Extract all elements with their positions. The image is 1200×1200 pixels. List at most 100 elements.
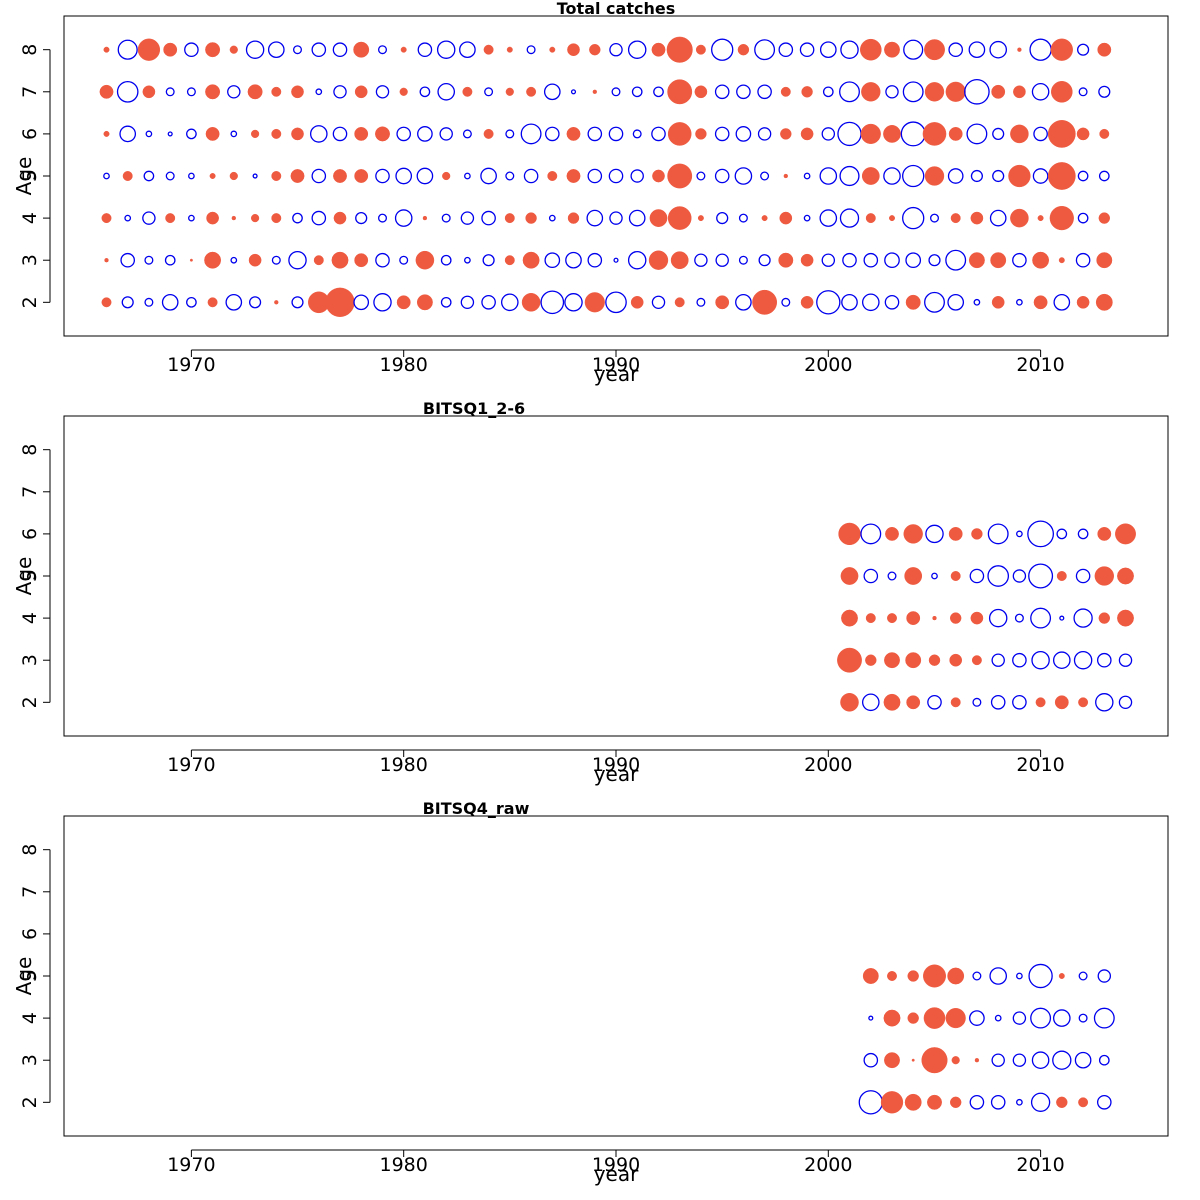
bubble-negative: [821, 253, 836, 267]
bubble-negative: [972, 971, 982, 981]
bubble-negative: [245, 40, 265, 59]
bubble-positive: [290, 169, 305, 183]
bubble-negative: [230, 256, 238, 264]
bubble-positive: [122, 171, 133, 181]
bubble-negative: [1098, 85, 1111, 98]
bubble-positive: [648, 250, 669, 270]
bubble-positive: [1097, 42, 1112, 57]
bubble-negative: [842, 252, 857, 268]
bubble-negative: [440, 296, 452, 308]
bubble-negative: [608, 168, 624, 184]
bubble-negative: [735, 126, 752, 142]
x-tick-label: 1970: [167, 354, 215, 376]
bubble-positive: [907, 1012, 919, 1024]
bubble-negative: [311, 168, 327, 184]
bubble-negative: [1052, 1050, 1072, 1070]
bubble-negative: [1030, 1092, 1051, 1112]
bubble-negative: [587, 126, 603, 142]
bubble-positive: [1096, 252, 1113, 269]
bubble-negative: [1012, 1053, 1027, 1067]
bubble-positive: [422, 215, 428, 221]
bubble-positive: [652, 169, 665, 183]
bubble-negative: [927, 694, 942, 710]
bubble-positive: [505, 87, 514, 96]
bubble-negative: [1078, 87, 1088, 97]
bubble-positive: [950, 612, 962, 624]
bubble-negative: [841, 293, 858, 311]
bubble-positive: [331, 251, 349, 269]
bubble-positive: [1050, 38, 1073, 61]
bubble-negative: [523, 168, 539, 184]
bubble-negative: [1073, 608, 1093, 628]
bubble-negative: [990, 694, 1006, 710]
bubble-positive: [905, 294, 921, 310]
bubble-positive: [904, 1093, 922, 1111]
bubble-positive: [165, 213, 176, 224]
bubble-positive: [968, 252, 985, 269]
bubble-positive: [667, 79, 693, 105]
bubble-positive: [889, 215, 895, 222]
bubble-positive: [1056, 571, 1067, 581]
bubble-positive: [396, 295, 411, 310]
bubble-negative: [969, 1010, 985, 1026]
panel-title: Total catches: [557, 0, 675, 18]
x-tick-label: 1970: [167, 1154, 215, 1176]
bubble-negative: [167, 131, 173, 137]
bubble-negative: [1030, 607, 1052, 629]
bubble-negative: [482, 254, 495, 267]
bubble-negative: [947, 168, 964, 184]
bubble-negative: [819, 209, 838, 227]
bubble-negative: [989, 967, 1008, 985]
bubble-positive: [880, 1091, 904, 1114]
bubble-positive: [1047, 120, 1076, 148]
bubble-positive: [566, 169, 581, 183]
bubble-negative: [355, 212, 368, 225]
bubble-negative: [735, 293, 752, 311]
bubble-negative: [1033, 126, 1048, 142]
bubble-negative: [696, 171, 706, 181]
bubble-negative: [632, 129, 642, 139]
x-tick-label: 1980: [380, 1154, 428, 1176]
bubble-negative: [116, 80, 139, 103]
bubble-negative: [1077, 212, 1089, 224]
bubble-negative: [757, 127, 772, 141]
bubble-negative: [1118, 653, 1133, 667]
bubble-positive: [567, 212, 580, 224]
bubble-negative: [1032, 168, 1049, 184]
plot-frame: [63, 415, 1169, 737]
bubble-negative: [714, 84, 730, 100]
y-tick-label: 8: [19, 44, 41, 56]
bubble-negative: [375, 168, 390, 184]
bubble-negative: [186, 128, 197, 140]
bubble-negative: [822, 86, 834, 98]
bubble-negative: [249, 296, 262, 309]
bubble-negative: [416, 167, 434, 185]
bubble-negative: [760, 171, 770, 181]
bubble-negative: [714, 168, 730, 184]
bubble-positive: [1076, 127, 1090, 141]
bubble-negative: [117, 39, 138, 60]
bubble-positive: [865, 654, 877, 666]
bubble-negative: [863, 252, 879, 268]
bubble-negative: [436, 40, 456, 59]
bubble-positive: [971, 655, 982, 666]
bubble-negative: [711, 38, 734, 61]
bubble-negative: [543, 83, 561, 101]
bubble-positive: [883, 693, 901, 711]
bubble-positive: [1099, 128, 1110, 139]
bubble-negative: [464, 172, 471, 180]
bubble-negative: [1029, 38, 1052, 61]
y-tick-label: 5: [19, 570, 41, 582]
y-tick-label: 5: [19, 170, 41, 182]
bubble-negative: [161, 293, 179, 311]
bubble-positive: [526, 86, 537, 97]
bubble-negative: [1012, 252, 1027, 268]
bubble-positive: [945, 1008, 966, 1029]
bubble-positive: [947, 967, 965, 985]
bubble-negative: [1093, 1007, 1115, 1029]
bubble-negative: [694, 253, 708, 267]
bubble-positive: [1115, 523, 1136, 545]
bubble-positive: [375, 126, 390, 142]
bubble-negative: [992, 127, 1005, 140]
bubble-negative: [609, 211, 623, 225]
